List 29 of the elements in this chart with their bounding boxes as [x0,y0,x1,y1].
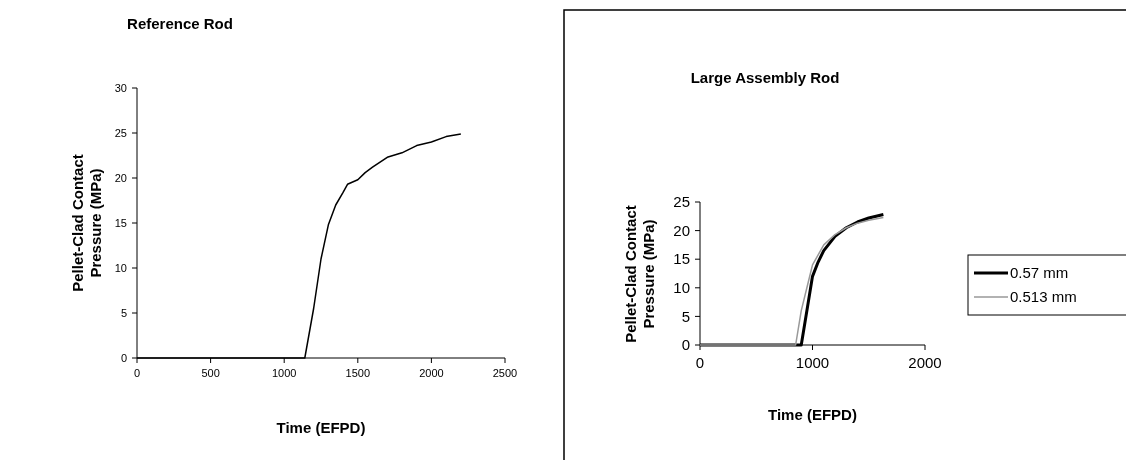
y-tick-label: 15 [673,250,690,268]
y-tick-label: 20 [114,171,127,184]
x-tick-label: 500 [201,367,220,379]
y-tick-label: 30 [114,81,127,94]
x-axis-title: Time (EFPD) [276,419,366,436]
y-tick-label: 25 [114,126,127,139]
y-tick-label: 5 [681,307,690,325]
x-axis-title: Time (EFPD) [768,406,857,423]
y-tick-label: 5 [120,306,127,319]
y-tick-label: 10 [114,261,127,274]
y-axis-title: Pellet-Clad Contact Pressure (MPa) [69,154,104,292]
y-tick-label: 15 [114,216,127,229]
y-tick-label: 25 [673,193,690,211]
x-tick-label: 2000 [419,367,444,379]
x-tick-label: 1000 [271,367,297,379]
y-tick-label: 20 [673,221,690,239]
y-axis-title: Pellet-Clad Contact Pressure (MPa) [622,205,657,343]
x-tick-label: 0 [133,367,141,379]
legend-label: 0.513 mm [1010,288,1077,305]
x-tick-label: 2500 [492,367,518,379]
x-tick-label: 2000 [908,354,942,371]
x-tick-label: 1500 [345,367,371,379]
y-tick-label: 0 [681,336,690,354]
x-tick-label: 1000 [795,354,830,371]
chart-title: Reference Rod [127,15,233,32]
legend-label: 0.57 mm [1010,264,1069,281]
y-tick-label: 10 [673,279,690,297]
chart-title: Large Assembly Rod [690,69,840,86]
x-tick-label: 0 [695,354,705,371]
